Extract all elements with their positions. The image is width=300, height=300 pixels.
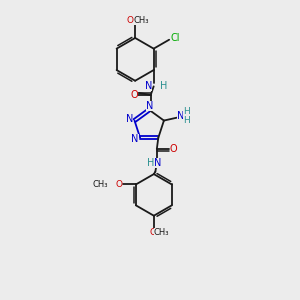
Text: H: H <box>183 107 190 116</box>
Text: N: N <box>145 81 152 92</box>
Text: O: O <box>150 228 157 237</box>
Text: N: N <box>131 134 139 144</box>
Text: O: O <box>115 180 122 189</box>
Text: H: H <box>147 158 154 168</box>
Text: O: O <box>169 144 177 154</box>
Text: Cl: Cl <box>171 33 180 43</box>
Text: CH₃: CH₃ <box>134 16 149 25</box>
Text: N: N <box>146 101 153 111</box>
Text: H: H <box>160 81 168 92</box>
Text: N: N <box>126 114 133 124</box>
Text: N: N <box>154 158 161 168</box>
Text: O: O <box>126 16 133 25</box>
Text: CH₃: CH₃ <box>93 180 109 189</box>
Text: O: O <box>130 90 138 100</box>
Text: N: N <box>178 111 185 121</box>
Text: CH₃: CH₃ <box>154 228 169 237</box>
Text: H: H <box>183 116 190 125</box>
